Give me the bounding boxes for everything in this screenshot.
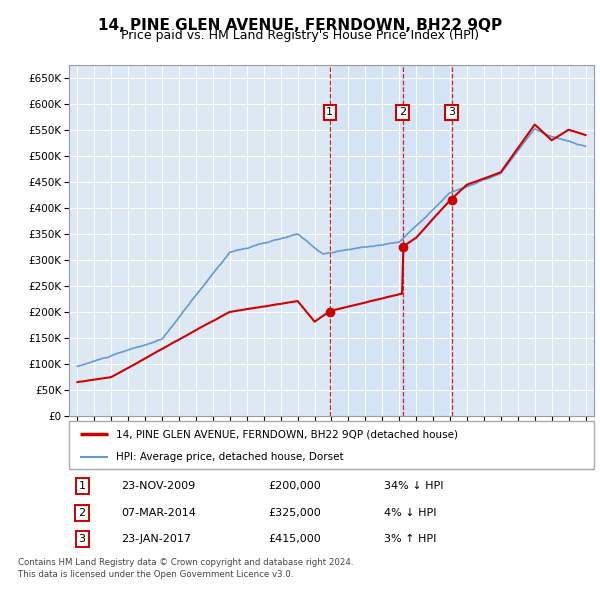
Text: 23-NOV-2009: 23-NOV-2009 bbox=[121, 481, 196, 491]
Text: 3% ↑ HPI: 3% ↑ HPI bbox=[384, 534, 436, 544]
Text: £325,000: £325,000 bbox=[269, 507, 321, 517]
Text: £200,000: £200,000 bbox=[269, 481, 321, 491]
Text: 3: 3 bbox=[79, 534, 86, 544]
Text: 1: 1 bbox=[79, 481, 86, 491]
Text: 34% ↓ HPI: 34% ↓ HPI bbox=[384, 481, 443, 491]
Text: 23-JAN-2017: 23-JAN-2017 bbox=[121, 534, 191, 544]
Text: 1: 1 bbox=[326, 107, 334, 117]
Text: Contains HM Land Registry data © Crown copyright and database right 2024.: Contains HM Land Registry data © Crown c… bbox=[18, 558, 353, 567]
Text: Price paid vs. HM Land Registry's House Price Index (HPI): Price paid vs. HM Land Registry's House … bbox=[121, 30, 479, 42]
Text: HPI: Average price, detached house, Dorset: HPI: Average price, detached house, Dors… bbox=[116, 452, 344, 462]
Bar bbox=[330, 65, 452, 416]
Text: 07-MAR-2014: 07-MAR-2014 bbox=[121, 507, 196, 517]
Text: 4% ↓ HPI: 4% ↓ HPI bbox=[384, 507, 437, 517]
Text: 2: 2 bbox=[79, 507, 86, 517]
Text: £415,000: £415,000 bbox=[269, 534, 321, 544]
Text: 14, PINE GLEN AVENUE, FERNDOWN, BH22 9QP (detached house): 14, PINE GLEN AVENUE, FERNDOWN, BH22 9QP… bbox=[116, 429, 458, 439]
FancyBboxPatch shape bbox=[69, 421, 594, 469]
Text: 3: 3 bbox=[448, 107, 455, 117]
Text: This data is licensed under the Open Government Licence v3.0.: This data is licensed under the Open Gov… bbox=[18, 570, 293, 579]
Text: 14, PINE GLEN AVENUE, FERNDOWN, BH22 9QP: 14, PINE GLEN AVENUE, FERNDOWN, BH22 9QP bbox=[98, 18, 502, 32]
Text: 2: 2 bbox=[399, 107, 406, 117]
